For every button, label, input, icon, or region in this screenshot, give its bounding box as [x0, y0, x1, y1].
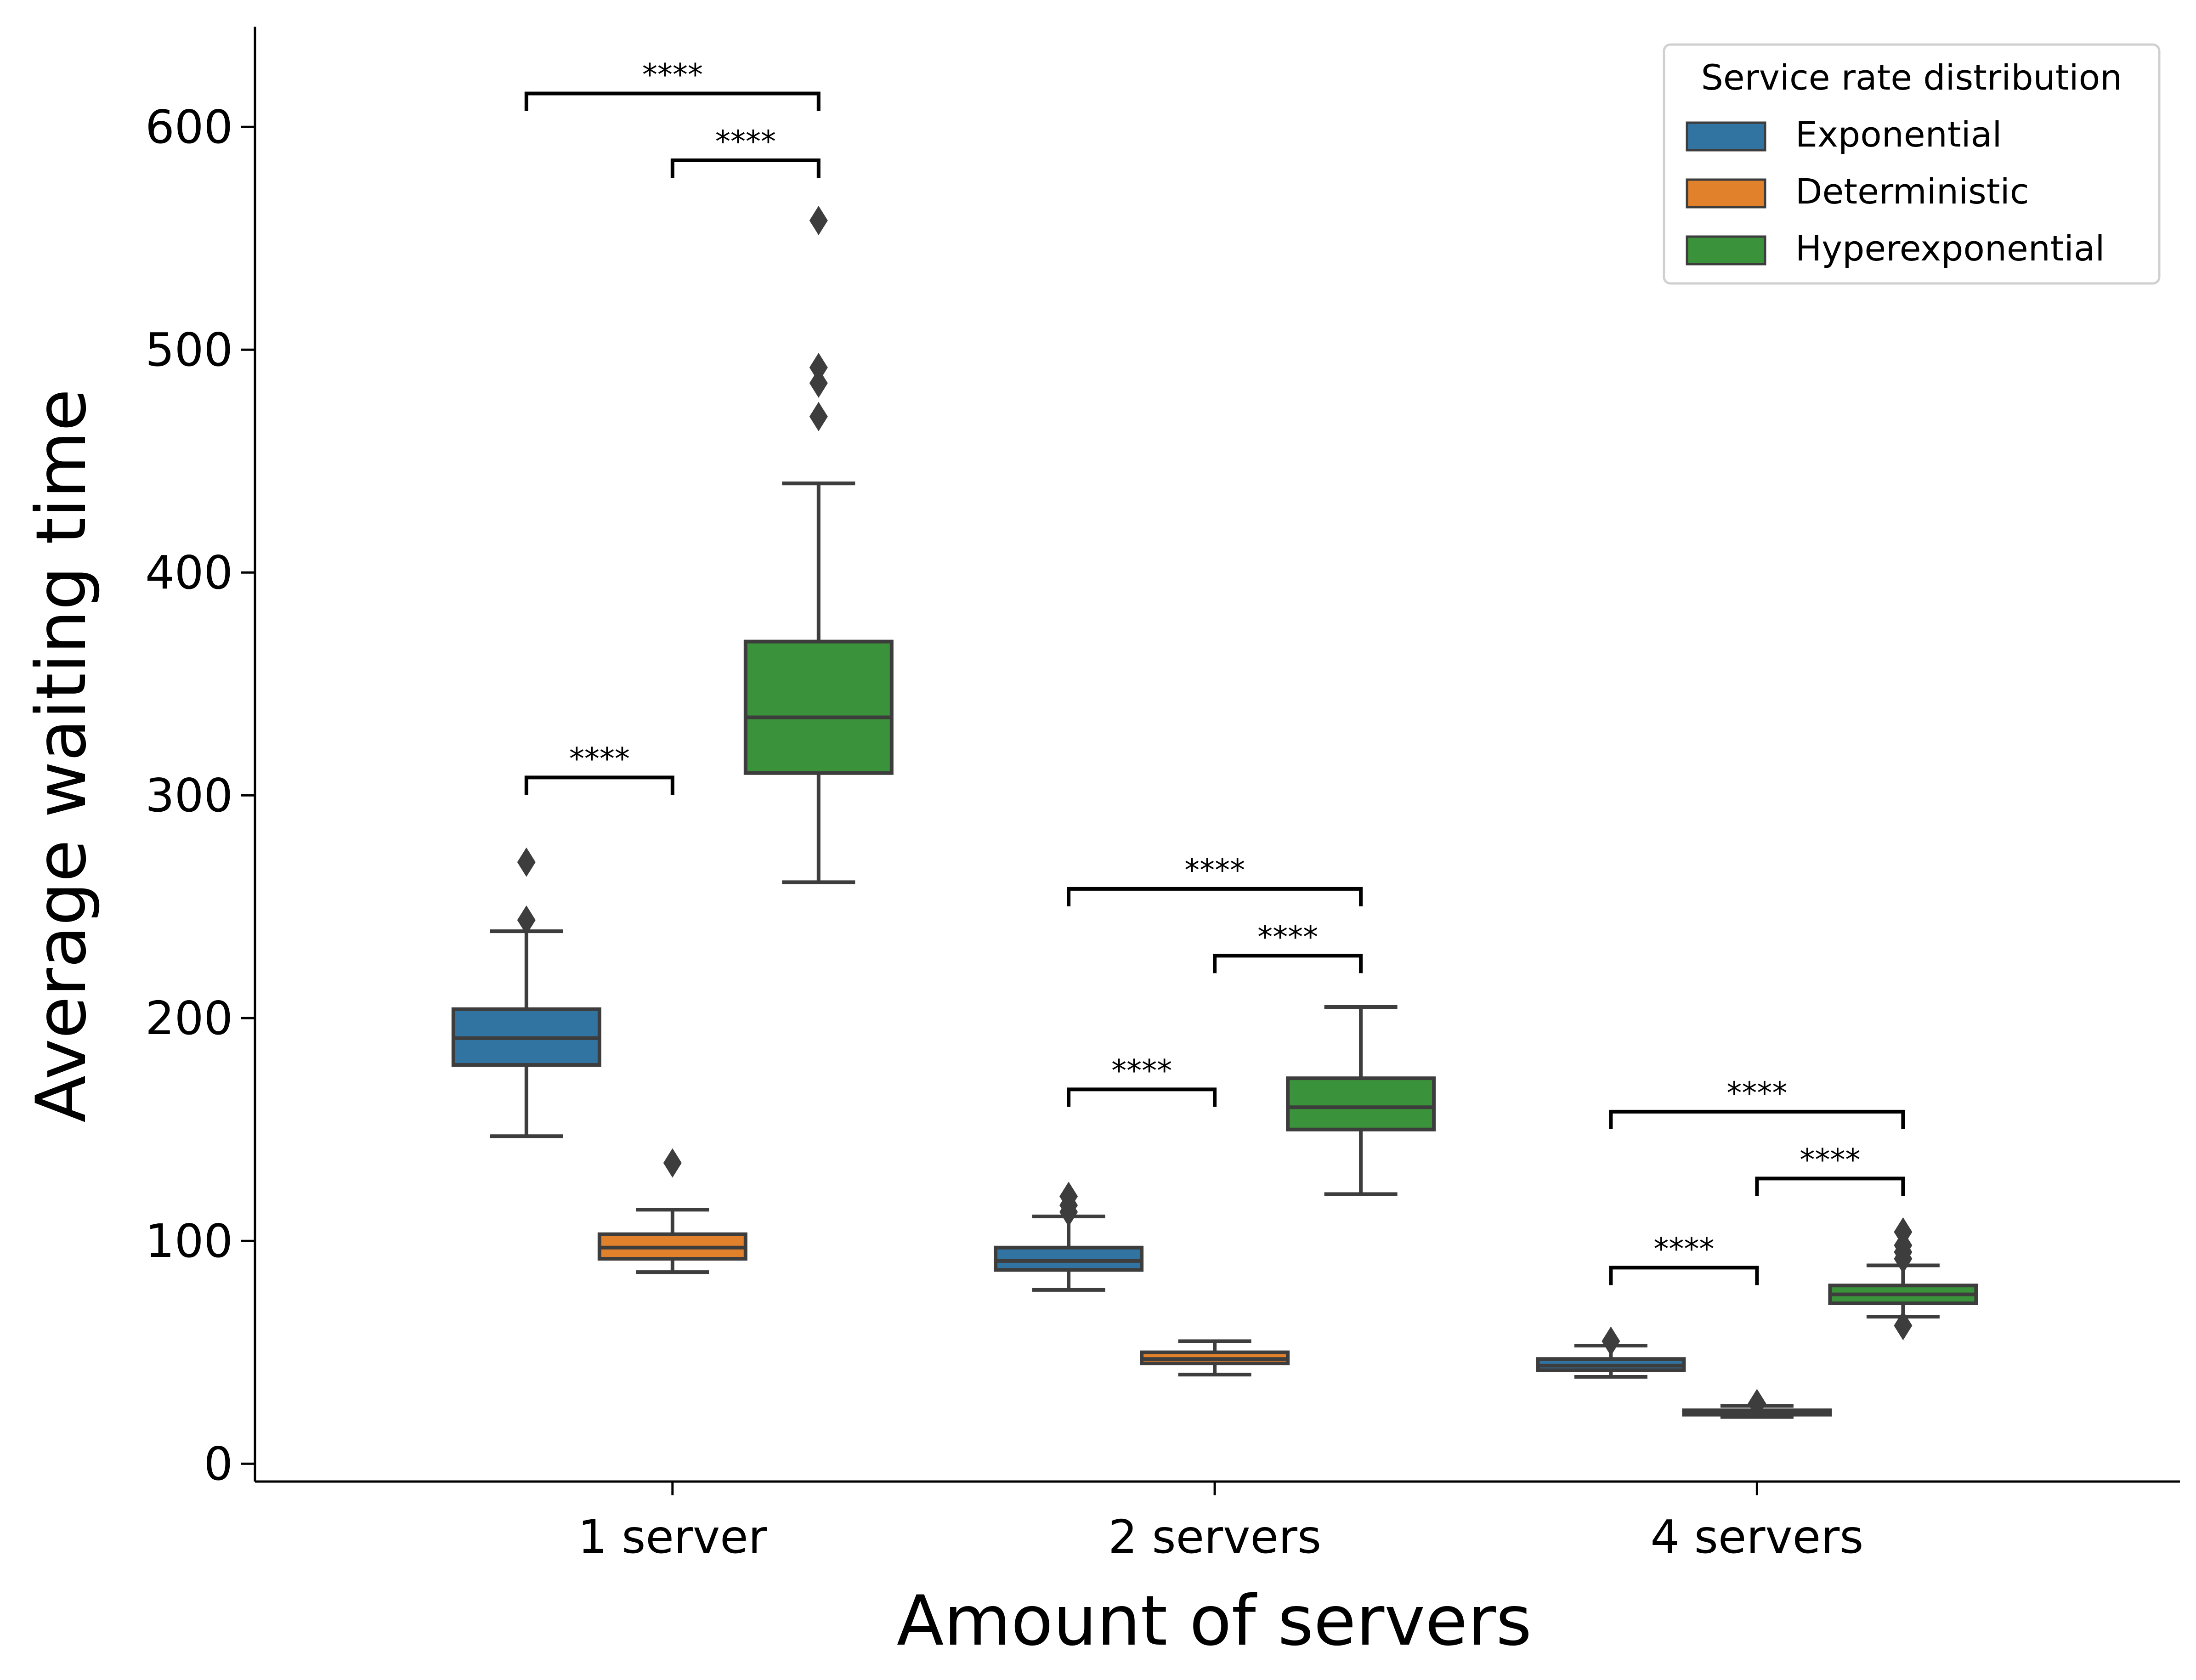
outlier-point	[1748, 1389, 1766, 1419]
outlier-point	[809, 205, 828, 235]
legend: Service rate distribution Exponential Dete…	[1663, 43, 2161, 285]
series-hyperexponential	[743, 205, 1978, 1341]
box-iqr	[1286, 1076, 1436, 1131]
outlier-point	[1894, 1217, 1913, 1247]
significance-bracket: ****	[524, 57, 821, 111]
legend-swatch	[1686, 121, 1766, 152]
significance-stars: ****	[715, 124, 776, 159]
y-tick-label: 600	[145, 100, 233, 154]
box	[743, 205, 894, 884]
x-tick-label: 4 servers	[1650, 1510, 1863, 1564]
bracket-line	[524, 775, 674, 795]
box	[994, 1182, 1144, 1292]
x-tick-label: 2 servers	[1108, 1510, 1321, 1564]
legend-frame	[1663, 43, 2161, 285]
significance-stars: ****	[1257, 919, 1318, 955]
y-tick-label: 0	[204, 1437, 233, 1491]
x-tick-label: 1 server	[578, 1510, 768, 1564]
bracket-line	[1755, 1177, 1905, 1196]
bracket-line	[1067, 1087, 1217, 1107]
significance-bracket: ****	[1609, 1075, 1905, 1129]
significance-bracket: ****	[1067, 1053, 1217, 1107]
bracket-line	[1213, 954, 1363, 973]
legend-entry: Deterministic	[1795, 171, 2029, 212]
significance-bracket: ****	[524, 741, 674, 795]
significance-stars: ****	[642, 57, 703, 92]
box-iqr	[743, 639, 894, 775]
outlier-point	[809, 402, 828, 431]
bracket-line	[524, 91, 821, 111]
series-deterministic	[597, 1148, 1832, 1419]
significance-stars: ****	[569, 741, 630, 776]
significance-bracket: ****	[1755, 1142, 1905, 1196]
outlier-point	[517, 905, 536, 935]
significance-stars: ****	[1726, 1075, 1787, 1111]
y-tick-label: 300	[145, 769, 233, 822]
significance-stars: ****	[1111, 1053, 1172, 1088]
outlier-point	[809, 353, 828, 383]
y-axis-title: Average waiting time	[22, 389, 102, 1122]
significance-bracket: ****	[670, 124, 821, 178]
box-iqr	[994, 1245, 1144, 1272]
box-series	[451, 205, 1978, 1419]
legend-swatch	[1686, 178, 1766, 209]
box	[1286, 1005, 1436, 1196]
outlier-point	[1059, 1182, 1078, 1211]
box	[1140, 1339, 1290, 1377]
box	[1536, 1326, 1686, 1379]
box	[597, 1148, 747, 1274]
outlier-point	[1894, 1311, 1913, 1341]
significance-stars: ****	[1184, 853, 1245, 888]
bracket-line	[1609, 1109, 1905, 1129]
y-tick-label: 200	[145, 991, 233, 1045]
bracket-line	[670, 158, 821, 178]
significance-bracket: ****	[1213, 919, 1363, 973]
significance-stars: ****	[1653, 1231, 1714, 1267]
box	[451, 847, 601, 1138]
box	[1682, 1389, 1832, 1419]
legend-entry: Exponential	[1795, 114, 2002, 155]
outlier-point	[663, 1148, 682, 1178]
significance-bracket: ****	[1067, 853, 1363, 906]
significance-stars: ****	[1800, 1142, 1860, 1177]
y-tick-label: 400	[145, 546, 233, 600]
significance-bracket: ****	[1609, 1231, 1759, 1285]
axes: 0 100 200 300 400 500 600 1 server 2 servers 4 se…	[145, 27, 2180, 1564]
bracket-line	[1609, 1266, 1759, 1285]
y-tick-label: 100	[145, 1214, 233, 1268]
outlier-point	[809, 368, 828, 398]
series-exponential	[451, 847, 1686, 1379]
significance-annotations: **** **** **** **** **** **** **** **** ****	[524, 57, 1905, 1285]
legend-title: Service rate distribution	[1701, 57, 2122, 98]
bracket-line	[1067, 887, 1363, 906]
x-axis-title: Amount of servers	[897, 1581, 1532, 1661]
outlier-point	[517, 847, 536, 877]
legend-swatch	[1686, 235, 1766, 266]
y-tick-label: 500	[145, 323, 233, 377]
legend-entry: Hyperexponential	[1795, 228, 2105, 269]
box	[1828, 1217, 1978, 1341]
outlier-point	[1602, 1326, 1620, 1356]
